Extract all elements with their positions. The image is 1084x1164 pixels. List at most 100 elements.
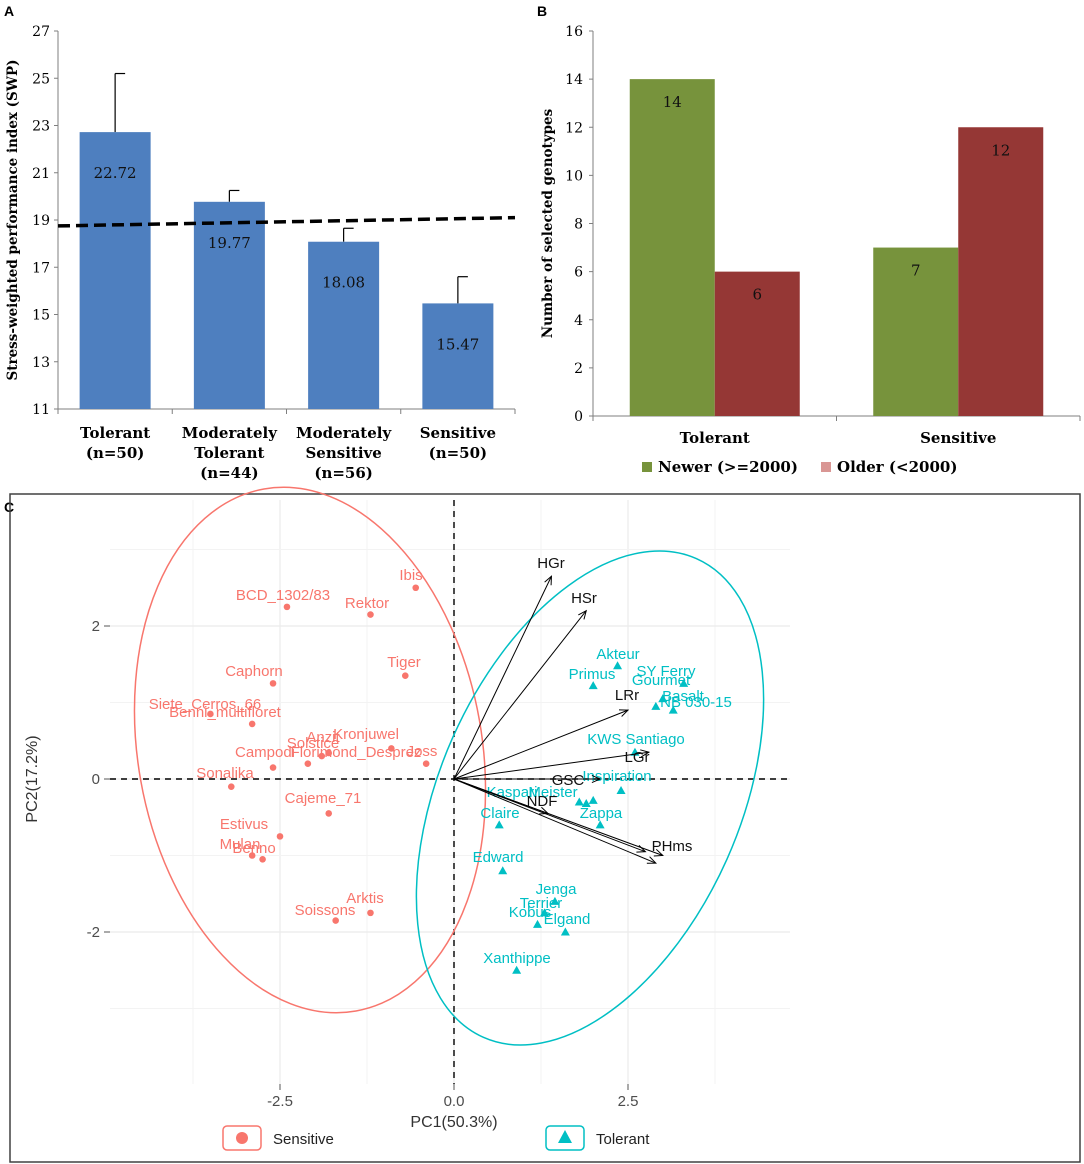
a-category-label: Moderately bbox=[296, 424, 392, 442]
c-label-sensitive: Siete_Cerros_66 bbox=[149, 696, 262, 713]
a-category-label: (n=56) bbox=[314, 464, 373, 482]
c-point-tolerant bbox=[581, 798, 591, 807]
c-label-tolerant: Meister bbox=[528, 784, 577, 801]
b-y-axis-title: Number of selected genotypes bbox=[540, 108, 556, 338]
c-loading-arrowhead bbox=[618, 709, 630, 717]
c-y-tick-label: -2 bbox=[87, 924, 100, 941]
c-label-tolerant: Claire bbox=[480, 805, 519, 822]
a-bar bbox=[422, 303, 494, 409]
a-category-label: Sensitive bbox=[420, 424, 496, 442]
c-point-tolerant bbox=[498, 866, 508, 875]
c-label-tolerant: Xanthippe bbox=[483, 950, 551, 967]
c-point-tolerant bbox=[533, 919, 543, 928]
c-legend-label-sensitive: Sensitive bbox=[273, 1131, 334, 1148]
c-loading-arrow bbox=[453, 751, 649, 780]
b-bar bbox=[958, 127, 1044, 416]
c-point-tolerant bbox=[560, 927, 570, 936]
b-category-label: Tolerant bbox=[680, 429, 750, 447]
a-category-label: (n=50) bbox=[429, 444, 488, 462]
c-point-tolerant bbox=[668, 705, 678, 714]
c-loading-arrow bbox=[453, 576, 552, 780]
c-point-sensitive bbox=[367, 611, 374, 618]
b-y-tick-label: 10 bbox=[565, 168, 583, 184]
a-value-label: 19.77 bbox=[208, 234, 251, 252]
c-label-tolerant: NB 030-15 bbox=[660, 694, 732, 711]
c-point-sensitive bbox=[227, 783, 235, 790]
a-y-tick-label: 15 bbox=[32, 308, 50, 324]
c-point-tolerant bbox=[679, 678, 689, 687]
c-point-sensitive bbox=[304, 760, 312, 767]
a-bar bbox=[308, 241, 380, 409]
c-point-sensitive bbox=[276, 833, 284, 840]
c-point-tolerant bbox=[539, 908, 549, 917]
c-label-sensitive: Benni_multifloret bbox=[169, 704, 282, 721]
b-bar bbox=[714, 271, 800, 416]
b-value-label: 6 bbox=[752, 286, 762, 304]
a-y-tick-label: 17 bbox=[32, 260, 50, 276]
c-label-sensitive: BCD_1302/83 bbox=[236, 587, 330, 604]
c-point-sensitive bbox=[318, 752, 326, 760]
panel-label-c: C bbox=[4, 499, 14, 515]
c-loading-label: LRr bbox=[615, 687, 639, 704]
c-y-axis-title: PC2(17.2%) bbox=[24, 735, 41, 822]
c-x-tick-label: 2.5 bbox=[618, 1093, 639, 1110]
c-label-sensitive: Ibis bbox=[399, 567, 422, 584]
c-x-tick-label: -2.5 bbox=[267, 1093, 293, 1110]
c-label-sensitive: Campodi bbox=[235, 744, 295, 761]
c-loading-arrow bbox=[453, 778, 663, 856]
c-label-sensitive: Solstice bbox=[287, 735, 340, 752]
c-point-sensitive bbox=[248, 720, 256, 728]
b-y-tick-label: 2 bbox=[574, 361, 583, 377]
b-y-tick-label: 14 bbox=[565, 72, 583, 88]
a-category-label: Moderately bbox=[182, 424, 278, 442]
c-loading-label: GSC bbox=[552, 772, 585, 789]
c-point-sensitive bbox=[325, 810, 333, 817]
c-x-axis-title: PC1(50.3%) bbox=[410, 1114, 497, 1131]
b-legend-label: Older (<2000) bbox=[837, 458, 957, 476]
c-loading-arrowhead bbox=[646, 856, 658, 864]
c-label-sensitive: Cajeme_71 bbox=[285, 790, 362, 807]
c-point-sensitive bbox=[367, 909, 374, 917]
c-label-tolerant: Akteur bbox=[596, 646, 639, 663]
c-label-tolerant: Edward bbox=[473, 849, 524, 866]
c-label-tolerant: Kobus bbox=[509, 904, 552, 921]
c-ellipse-tolerant bbox=[415, 550, 765, 1046]
b-y-tick-label: 0 bbox=[574, 409, 583, 425]
c-loading-label: HSr bbox=[571, 590, 597, 607]
c-point-sensitive bbox=[401, 672, 409, 680]
c-label-tolerant: Elgand bbox=[544, 911, 591, 928]
c-label-tolerant: Zappa bbox=[580, 805, 623, 822]
a-category-label: (n=50) bbox=[86, 444, 145, 462]
panel-a-swp-chart: 11 13 15 17 19 21 23 25 27 22.72 Tolerant (n=50) 19.… bbox=[5, 24, 516, 482]
pca-frame bbox=[9, 493, 1081, 1163]
a-y-axis-title: Stress-weighted performance index (SWP) bbox=[5, 59, 21, 380]
c-label-tolerant: Gourmet bbox=[632, 672, 691, 689]
c-ellipse-sensitive bbox=[133, 486, 487, 1014]
c-loading-label: PHms bbox=[652, 838, 693, 855]
c-label-sensitive: Joss bbox=[407, 743, 438, 760]
b-y-tick-label: 6 bbox=[574, 265, 583, 281]
c-point-sensitive bbox=[269, 680, 277, 687]
c-loading-arrowhead bbox=[544, 575, 552, 586]
c-point-tolerant bbox=[550, 896, 560, 905]
c-point-sensitive bbox=[332, 917, 339, 924]
c-label-sensitive: Estivus bbox=[220, 816, 268, 833]
a-bar bbox=[79, 132, 151, 410]
c-label-sensitive: Anzit bbox=[306, 729, 340, 746]
a-y-tick-label: 19 bbox=[32, 213, 50, 229]
c-point-tolerant bbox=[595, 820, 605, 829]
c-loading-arrowhead bbox=[640, 749, 651, 758]
c-label-sensitive: Tiger bbox=[387, 654, 421, 671]
a-y-tick-label: 23 bbox=[32, 119, 50, 135]
c-loading-arrowhead bbox=[653, 848, 664, 857]
b-legend-swatch bbox=[821, 462, 831, 472]
b-value-label: 14 bbox=[663, 93, 682, 111]
b-bar bbox=[873, 247, 959, 416]
c-point-sensitive bbox=[422, 760, 430, 767]
c-loading-label: LGr bbox=[624, 749, 649, 766]
b-legend-swatch bbox=[642, 462, 652, 472]
c-loading-arrowhead bbox=[591, 774, 602, 784]
c-legend-symbol-tolerant bbox=[558, 1130, 572, 1143]
a-y-tick-label: 25 bbox=[32, 71, 50, 87]
